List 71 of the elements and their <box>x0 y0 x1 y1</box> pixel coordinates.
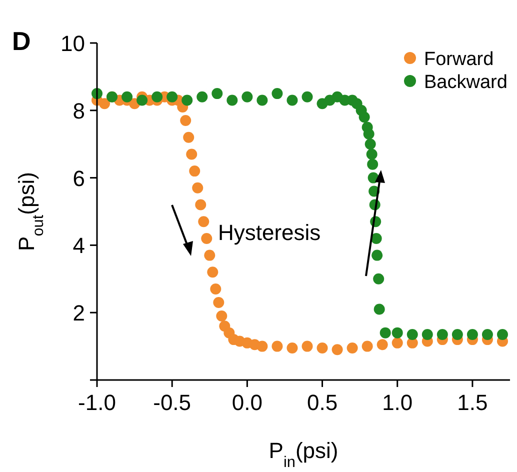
point <box>286 342 298 354</box>
point <box>422 329 433 340</box>
point <box>196 91 208 102</box>
point <box>216 310 228 322</box>
legend-label: Forward <box>424 49 494 70</box>
point <box>392 337 403 348</box>
point <box>316 98 328 110</box>
point <box>436 329 448 340</box>
point <box>256 340 268 352</box>
x-tick-label: 1.0 <box>382 390 413 415</box>
y-tick-label: 8 <box>72 98 85 124</box>
legend-label: Backward <box>424 72 508 93</box>
point <box>373 273 384 284</box>
point <box>374 304 385 315</box>
annotation: Hysteresis <box>218 220 321 245</box>
point <box>367 158 378 170</box>
point <box>392 327 403 338</box>
point <box>346 342 358 354</box>
point <box>272 340 283 352</box>
x-tick-label: 1.5 <box>457 390 488 415</box>
point <box>242 91 253 102</box>
x-axis-title: P$_{in}$(psi) <box>268 438 338 470</box>
point <box>364 138 376 150</box>
x-tick-label: 0.5 <box>306 390 338 415</box>
point <box>452 329 463 340</box>
point <box>207 266 218 278</box>
point <box>136 94 148 106</box>
point <box>366 148 378 160</box>
point <box>362 340 373 352</box>
point <box>362 122 373 133</box>
point <box>226 94 238 106</box>
point <box>186 148 198 160</box>
point <box>192 182 204 194</box>
point <box>212 88 223 100</box>
point <box>182 94 193 106</box>
point <box>496 329 508 340</box>
point <box>482 329 493 340</box>
point <box>189 166 200 177</box>
y-tick-label: 2 <box>72 300 85 326</box>
point <box>286 94 298 106</box>
y-tick-label: 6 <box>72 166 85 191</box>
point <box>183 132 194 143</box>
point <box>272 88 283 100</box>
point <box>372 250 383 261</box>
point <box>195 199 206 210</box>
x-tick-label: -0.5 <box>153 390 192 415</box>
point <box>198 216 210 228</box>
point <box>213 296 224 308</box>
point <box>376 339 388 350</box>
point <box>166 91 178 102</box>
point <box>210 284 222 295</box>
y-tick-label: 10 <box>60 31 85 56</box>
point <box>204 250 216 261</box>
point <box>180 115 192 126</box>
point <box>152 91 163 102</box>
point <box>380 327 391 338</box>
point <box>316 342 328 354</box>
point <box>302 91 313 102</box>
text: D <box>12 26 31 56</box>
point <box>302 340 313 352</box>
point <box>256 94 268 106</box>
x-tick-label: -1.0 <box>78 390 116 415</box>
x-tick-label: 0.0 <box>232 390 262 415</box>
point <box>201 232 212 244</box>
point <box>122 91 133 102</box>
point <box>332 344 343 356</box>
point <box>99 98 110 110</box>
point <box>466 329 478 340</box>
point <box>406 329 418 340</box>
y-tick-label: 4 <box>72 233 85 258</box>
point <box>370 232 382 244</box>
